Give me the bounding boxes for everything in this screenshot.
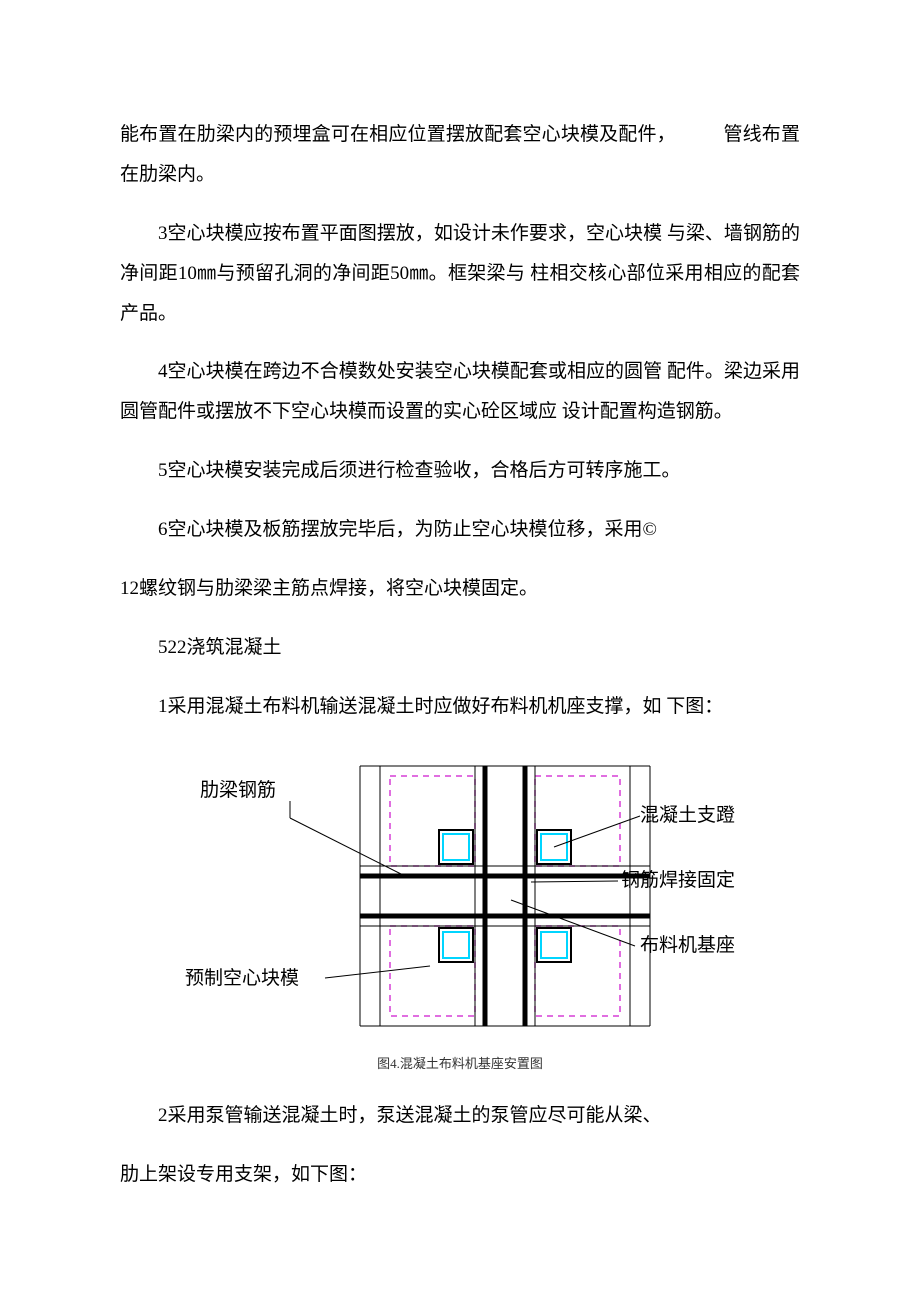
svg-text:混凝土支蹬: 混凝土支蹬	[640, 804, 735, 826]
paragraph-2: 3空心块模应按布置平面图摆放，如设计未作要求，空心块模 与梁、墙钢筋的净间距10…	[120, 214, 800, 334]
figure-4-svg: 肋梁钢筋预制空心块模 混凝土支蹬钢筋焊接固定布料机基座	[180, 746, 740, 1046]
paragraph-10: 肋上架设专用支架，如下图：	[120, 1155, 800, 1195]
paragraph-9: 2采用泵管输送混凝土时，泵送混凝土的泵管应尽可能从梁、	[120, 1096, 800, 1136]
svg-text:预制空心块模: 预制空心块模	[185, 967, 299, 989]
paragraph-1a-text: 能布置在肋梁内的预埋盒可在相应位置摆放配套空心块模及配件，	[120, 124, 676, 145]
paragraph-1: 能布置在肋梁内的预埋盒可在相应位置摆放配套空心块模及配件，管线布置在肋梁内。	[120, 115, 800, 195]
figure-4-wrapper: 肋梁钢筋预制空心块模 混凝土支蹬钢筋焊接固定布料机基座 图4.混凝土布料机基座安置…	[120, 746, 800, 1077]
figure-4-caption: 图4.混凝土布料机基座安置图	[377, 1050, 543, 1077]
svg-text:肋梁钢筋: 肋梁钢筋	[200, 779, 276, 801]
svg-text:钢筋焊接固定: 钢筋焊接固定	[621, 869, 735, 891]
paragraph-5: 6空心块模及板筋摆放完毕后，为防止空心块模位移，采用©	[120, 510, 800, 550]
svg-text:布料机基座: 布料机基座	[640, 934, 735, 956]
paragraph-7: 522浇筑混凝土	[120, 628, 800, 668]
document-page: 能布置在肋梁内的预埋盒可在相应位置摆放配套空心块模及配件，管线布置在肋梁内。 3…	[0, 0, 920, 1254]
paragraph-3: 4空心块模在跨边不合模数处安装空心块模配套或相应的圆管 配件。梁边采用圆管配件或…	[120, 352, 800, 432]
paragraph-8: 1采用混凝土布料机输送混凝土时应做好布料机机座支撑，如 下图：	[120, 687, 800, 727]
paragraph-6: 12螺纹钢与肋梁梁主筋点焊接，将空心块模固定。	[120, 569, 800, 609]
paragraph-4: 5空心块模安装完成后须进行检查验收，合格后方可转序施工。	[120, 451, 800, 491]
